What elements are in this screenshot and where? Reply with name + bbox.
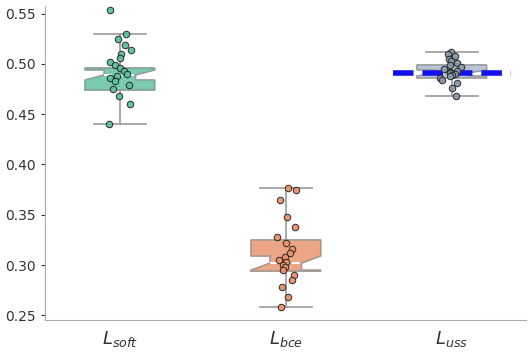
- Point: [436, 75, 444, 81]
- Point: [127, 47, 135, 53]
- Point: [445, 62, 454, 68]
- Point: [291, 224, 300, 230]
- Point: [279, 262, 287, 268]
- Point: [453, 68, 462, 74]
- Point: [451, 71, 459, 77]
- Point: [452, 93, 461, 99]
- Point: [446, 58, 455, 64]
- Point: [281, 254, 289, 260]
- Point: [273, 234, 281, 240]
- Point: [126, 101, 134, 107]
- Point: [457, 64, 466, 70]
- Point: [446, 70, 454, 76]
- Point: [282, 240, 290, 246]
- Polygon shape: [85, 68, 155, 90]
- Point: [110, 62, 119, 68]
- Point: [115, 65, 124, 71]
- Point: [448, 72, 456, 78]
- Point: [115, 55, 124, 61]
- Point: [109, 86, 118, 92]
- Point: [122, 31, 131, 37]
- Point: [114, 36, 123, 42]
- Point: [282, 214, 291, 220]
- Point: [453, 60, 461, 66]
- Point: [281, 264, 289, 270]
- Point: [275, 257, 283, 263]
- Point: [444, 51, 453, 57]
- Point: [288, 277, 296, 283]
- Point: [277, 284, 286, 290]
- Point: [438, 77, 446, 83]
- Polygon shape: [417, 65, 487, 78]
- Point: [451, 53, 460, 59]
- Point: [292, 187, 301, 192]
- Polygon shape: [251, 240, 321, 271]
- Point: [121, 42, 129, 48]
- Point: [117, 51, 125, 57]
- Point: [278, 267, 287, 273]
- Point: [105, 121, 113, 127]
- Point: [286, 250, 294, 256]
- Point: [125, 82, 134, 88]
- Point: [289, 272, 298, 278]
- Point: [114, 93, 123, 99]
- Point: [111, 78, 119, 84]
- Point: [105, 75, 114, 81]
- Point: [446, 49, 455, 55]
- Point: [113, 73, 121, 79]
- Point: [106, 7, 114, 12]
- Point: [284, 185, 293, 191]
- Point: [276, 305, 285, 310]
- Point: [445, 73, 454, 79]
- Point: [275, 197, 284, 203]
- Point: [287, 246, 296, 252]
- Point: [281, 259, 290, 265]
- Point: [106, 59, 114, 65]
- Point: [120, 68, 128, 74]
- Point: [445, 56, 453, 62]
- Point: [452, 80, 461, 86]
- Point: [440, 66, 448, 72]
- Point: [448, 85, 456, 91]
- Point: [283, 294, 292, 300]
- Point: [123, 71, 131, 77]
- Point: [446, 69, 454, 75]
